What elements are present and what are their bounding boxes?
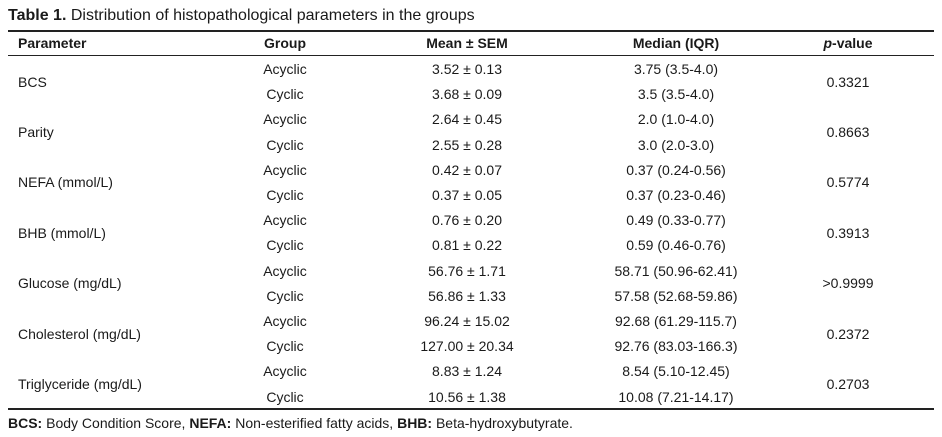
table-row: Acyclic 8.83 ± 1.24 8.54 (5.10-12.45) [8,359,934,383]
median-iqr-cell: 3.0 (2.0-3.0) [637,136,715,153]
median-iqr-cell: 8.54 (5.10-12.45) [622,363,730,380]
header-group: Group [264,35,306,51]
p-value-cell: 0.3913 [826,224,870,241]
parameter-span: Cholesterol (mg/dL) 0.2372 [8,322,934,346]
mean-sem-cell: 0.37 ± 0.05 [432,187,502,203]
header-rule [8,55,934,56]
median-iqr-cell: 0.59 (0.46-0.76) [626,237,726,254]
mean-sem-cell: 2.55 ± 0.28 [432,136,502,153]
group-cell: Acyclic [263,262,307,279]
group-cell: Acyclic [263,363,307,380]
table-row: Acyclic 0.42 ± 0.07 0.37 (0.24-0.56) [8,158,934,182]
group-cell: Acyclic [263,111,307,128]
group-cell: Cyclic [266,388,304,405]
table-row: Cyclic 2.55 ± 0.28 3.0 (2.0-3.0) [8,133,934,157]
mean-sem-cell: 8.83 ± 1.24 [432,363,502,380]
mean-sem-cell: 10.56 ± 1.38 [428,388,506,405]
p-value-cell: 0.3321 [826,73,870,90]
parameter-span: Triglyceride (mg/dL) 0.2703 [8,372,934,396]
caption-text: Distribution of histopathological parame… [66,7,475,24]
bottom-rule [8,408,934,410]
parameter-cell: Triglyceride (mg/dL) [18,376,142,392]
parameter-span: NEFA (mmol/L) 0.5774 [8,170,934,194]
mean-sem-cell: 127.00 ± 20.34 [420,338,514,355]
header-parameter: Parameter [18,35,87,51]
parameter-span: Glucose (mg/dL) >0.9999 [8,271,934,295]
caption-label: Table 1. [8,7,67,24]
parameter-cell: BHB (mmol/L) [18,224,106,241]
footnote-bcs-def: Body Condition Score, [42,415,190,431]
footnote-bhb-abbr: BHB: [397,415,433,431]
median-iqr-cell: 92.76 (83.03-166.3) [614,338,738,355]
mean-sem-cell: 0.76 ± 0.20 [432,212,502,229]
p-value-cell: 0.2372 [826,325,870,342]
table-row: Cyclic 127.00 ± 20.34 92.76 (83.03-166.3) [8,334,934,358]
table-row: Cyclic 56.86 ± 1.33 57.58 (52.68-59.86) [8,284,934,308]
table-row: Acyclic 0.76 ± 0.20 0.49 (0.33-0.77) [8,208,934,232]
p-value-cell: 0.8663 [826,124,870,140]
mean-sem-cell: 96.24 ± 15.02 [424,313,510,329]
median-iqr-cell: 2.0 (1.0-4.0) [637,111,715,128]
group-cell: Cyclic [266,237,304,254]
parameter-cell: Cholesterol (mg/dL) [18,325,141,342]
mean-sem-cell: 0.81 ± 0.22 [432,237,502,254]
parameter-span: BHB (mmol/L) 0.3913 [8,221,934,245]
p-value-cell: 0.2703 [826,376,870,392]
table-row: Acyclic 56.76 ± 1.71 58.71 (50.96-62.41) [8,259,934,283]
footnote-nefa-def: Non-esterified fatty acids, [231,415,398,431]
table-row: Cyclic 0.81 ± 0.22 0.59 (0.46-0.76) [8,233,934,257]
group-cell: Cyclic [266,187,304,203]
mean-sem-cell: 3.52 ± 0.13 [432,61,502,77]
header-median-iqr: Median (IQR) [632,35,720,51]
parameter-cell: Glucose (mg/dL) [18,275,122,292]
table-row: Acyclic 3.52 ± 0.13 3.75 (3.5-4.0) [8,57,934,81]
p-value-cell: >0.9999 [822,275,874,292]
table-row: Cyclic 0.37 ± 0.05 0.37 (0.23-0.46) [8,183,934,207]
header-mean-sem: Mean ± SEM [426,35,508,51]
median-iqr-cell: 3.75 (3.5-4.0) [633,61,719,77]
median-iqr-cell: 3.5 (3.5-4.0) [637,86,715,103]
table-row: Acyclic 96.24 ± 15.02 92.68 (61.29-115.7) [8,309,934,333]
group-cell: Cyclic [266,136,304,153]
header-p-value: p-value [823,35,873,51]
group-cell: Acyclic [263,313,307,329]
group-cell: Cyclic [266,287,304,304]
median-iqr-cell: 10.08 (7.21-14.17) [618,388,734,405]
parameter-cell: BCS [18,73,47,90]
median-iqr-cell: 0.37 (0.23-0.46) [626,187,726,203]
mean-sem-cell: 56.76 ± 1.71 [428,262,506,279]
footnote-bhb-def: Beta-hydroxybutyrate. [432,415,573,431]
table-row: Cyclic 3.68 ± 0.09 3.5 (3.5-4.0) [8,82,934,106]
median-iqr-cell: 0.49 (0.33-0.77) [626,212,726,229]
footnote-nefa-abbr: NEFA: [189,415,232,431]
table-footnote: BCS: Body Condition Score, NEFA: Non-est… [8,412,573,434]
group-cell: Cyclic [266,86,304,103]
footnote-bcs-abbr: BCS: [8,415,43,431]
table-header-row: Parameter Group Mean ± SEM Median (IQR) … [8,31,934,55]
median-iqr-cell: 57.58 (52.68-59.86) [614,287,738,304]
table-row: Cyclic 10.56 ± 1.38 10.08 (7.21-14.17) [8,385,934,409]
mean-sem-cell: 2.64 ± 0.45 [432,111,502,128]
parameter-cell: NEFA (mmol/L) [18,174,113,191]
table-caption: Table 1. Distribution of histopathologic… [8,6,475,26]
parameter-span: Parity 0.8663 [8,120,934,144]
parameter-span: BCS 0.3321 [8,70,934,94]
mean-sem-cell: 56.86 ± 1.33 [428,287,506,304]
group-cell: Acyclic [263,161,307,178]
top-rule [8,30,934,32]
mean-sem-cell: 3.68 ± 0.09 [432,86,502,103]
median-iqr-cell: 58.71 (50.96-62.41) [614,262,738,279]
parameter-cell: Parity [18,124,54,140]
group-cell: Acyclic [263,61,307,77]
p-value-cell: 0.5774 [826,174,870,191]
group-cell: Acyclic [263,212,307,229]
table-row: Acyclic 2.64 ± 0.45 2.0 (1.0-4.0) [8,107,934,131]
median-iqr-cell: 0.37 (0.24-0.56) [626,161,726,178]
mean-sem-cell: 0.42 ± 0.07 [432,161,502,178]
group-cell: Cyclic [266,338,304,355]
median-iqr-cell: 92.68 (61.29-115.7) [615,313,737,329]
